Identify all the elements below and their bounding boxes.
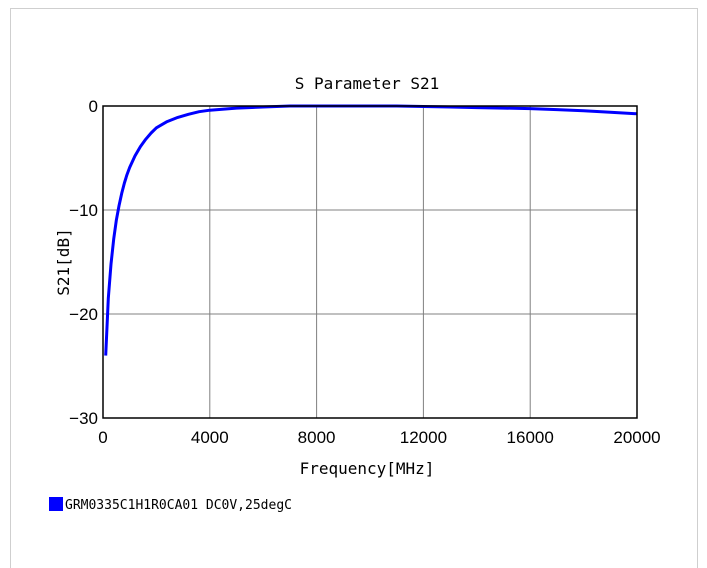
y-axis-label: S21[dB] [54, 228, 73, 295]
grid-lines [103, 106, 637, 418]
series-line [104, 104, 638, 356]
y-tick-labels: 0 −10 −20 −30 [69, 97, 98, 428]
s21-chart: S Parameter S21 0 −10 −20 −30 0 4000 8000 1200… [49, 74, 661, 513]
y-tick-label: −30 [69, 409, 98, 428]
y-tick-label: −10 [69, 201, 98, 220]
chart-panel: S Parameter S21 0 −10 −20 −30 0 4000 8000 1200… [10, 8, 698, 568]
x-tick-label: 8000 [298, 428, 336, 447]
x-tick-labels: 0 4000 8000 12000 16000 20000 [98, 428, 660, 447]
plot-series [104, 104, 638, 356]
legend-entry: GRM0335C1H1R0CA01 DC0V,25degC [65, 498, 292, 513]
y-tick-label: −20 [69, 305, 98, 324]
x-tick-label: 12000 [400, 428, 447, 447]
x-tick-label: 0 [98, 428, 107, 447]
x-tick-label: 16000 [507, 428, 554, 447]
y-tick-label: 0 [89, 97, 98, 116]
plot-frame [102, 105, 638, 419]
x-tick-label: 20000 [613, 428, 660, 447]
chart-title: S Parameter S21 [295, 74, 440, 93]
x-tick-label: 4000 [191, 428, 229, 447]
x-axis-label: Frequency[MHz] [300, 459, 435, 478]
legend-swatch [49, 497, 63, 511]
